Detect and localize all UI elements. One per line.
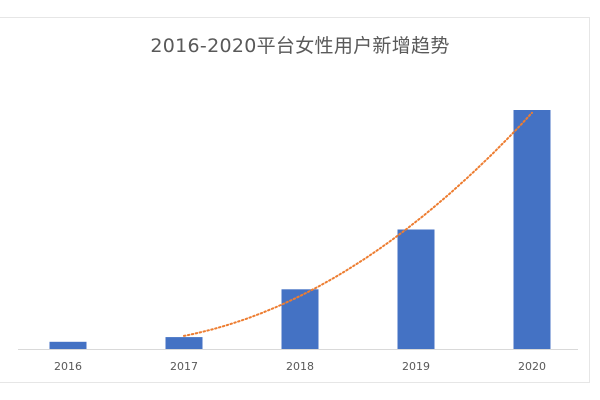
bar-2020 — [513, 110, 551, 349]
bar-2019 — [397, 229, 435, 349]
bar-2016 — [49, 341, 87, 349]
trendline — [183, 111, 533, 337]
chart-title: 2016-2020平台女性用户新增趋势 — [150, 35, 450, 57]
x-tick-label-2016: 2016 — [54, 360, 82, 373]
x-tick-label-2017: 2017 — [170, 360, 198, 373]
x-tick-labels: 2016 2017 2018 2019 2020 — [54, 360, 546, 373]
x-tick-label-2019: 2019 — [402, 360, 430, 373]
x-tick-label-2018: 2018 — [286, 360, 314, 373]
bars-layer — [49, 110, 551, 350]
x-tick-label-2020: 2020 — [518, 360, 546, 373]
bar-2017 — [165, 337, 203, 349]
bar-2018 — [281, 289, 319, 350]
